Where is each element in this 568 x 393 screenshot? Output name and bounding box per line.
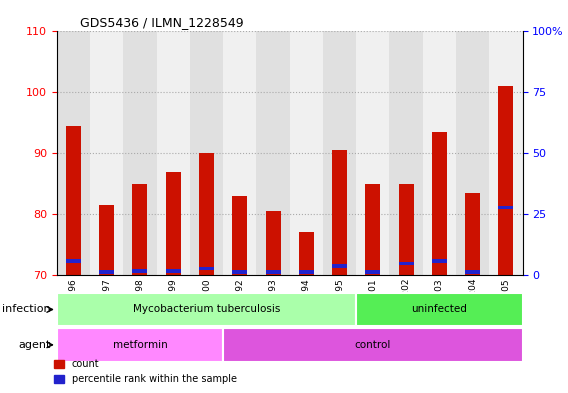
Text: metformin: metformin [112, 340, 168, 350]
Text: infection: infection [2, 305, 51, 314]
Bar [399, 262, 414, 265]
Bar [256, 31, 290, 275]
Bar [266, 270, 281, 274]
Text: agent: agent [19, 340, 51, 350]
Bar [223, 328, 523, 362]
Bar [432, 259, 447, 263]
Bar [99, 270, 114, 274]
Text: GDS5436 / ILMN_1228549: GDS5436 / ILMN_1228549 [80, 16, 244, 29]
Bar [57, 31, 90, 275]
Bar [465, 193, 480, 275]
Bar [99, 205, 114, 275]
Bar [66, 126, 81, 275]
Bar [132, 184, 148, 275]
Bar [299, 270, 314, 274]
Bar [465, 270, 480, 274]
Text: uninfected: uninfected [411, 305, 467, 314]
Bar [57, 328, 223, 362]
Legend: count, percentile rank within the sample: count, percentile rank within the sample [51, 356, 241, 388]
Bar [66, 259, 81, 263]
Bar [332, 264, 347, 268]
Bar [356, 293, 523, 326]
Bar [423, 31, 456, 275]
Bar [223, 31, 256, 275]
Bar [157, 31, 190, 275]
Bar [123, 31, 157, 275]
Bar [299, 232, 314, 275]
Bar [199, 153, 214, 275]
Text: Mycobacterium tuberculosis: Mycobacterium tuberculosis [133, 305, 280, 314]
Bar [190, 31, 223, 275]
Bar [499, 206, 513, 209]
Bar [266, 211, 281, 275]
Bar [456, 31, 489, 275]
Bar [90, 31, 123, 275]
Bar [290, 31, 323, 275]
Bar [166, 171, 181, 275]
Bar [166, 269, 181, 273]
Bar [489, 31, 523, 275]
Bar [132, 269, 148, 273]
Bar [323, 31, 356, 275]
Text: control: control [354, 340, 391, 350]
Bar [332, 150, 347, 275]
Bar [232, 196, 247, 275]
Bar [356, 31, 390, 275]
Bar [57, 293, 356, 326]
Bar [390, 31, 423, 275]
Bar [432, 132, 447, 275]
Bar [365, 184, 381, 275]
Bar [232, 270, 247, 274]
Bar [499, 86, 513, 275]
Bar [399, 184, 414, 275]
Bar [365, 270, 381, 274]
Bar [199, 266, 214, 270]
